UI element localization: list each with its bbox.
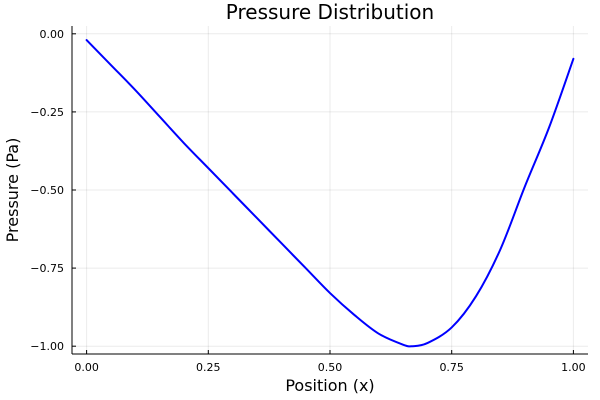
y-tick-label: −1.00: [30, 340, 64, 353]
x-ticks: 0.00 0.25 0.50 0.75 1.00: [74, 350, 586, 374]
y-axis-label: Pressure (Pa): [3, 138, 22, 243]
y-tick-label: −0.75: [30, 262, 64, 275]
x-tick-label: 1.00: [561, 361, 586, 374]
chart-title: Pressure Distribution: [226, 0, 434, 24]
y-tick-label: −0.25: [30, 106, 64, 119]
x-tick-label: 0.50: [318, 361, 343, 374]
grid: [72, 26, 588, 354]
x-tick-label: 0.75: [439, 361, 464, 374]
series-group: [85, 39, 575, 348]
x-axis-label: Position (x): [285, 376, 374, 395]
x-tick-label: 0.25: [196, 361, 221, 374]
y-ticks: 0.00 −0.25 −0.50 −0.75 −1.00: [30, 28, 76, 353]
y-tick-label: −0.50: [30, 184, 64, 197]
x-tick-label: 0.00: [74, 361, 99, 374]
pressure-series-line: [85, 39, 575, 348]
y-tick-label: 0.00: [40, 28, 65, 41]
